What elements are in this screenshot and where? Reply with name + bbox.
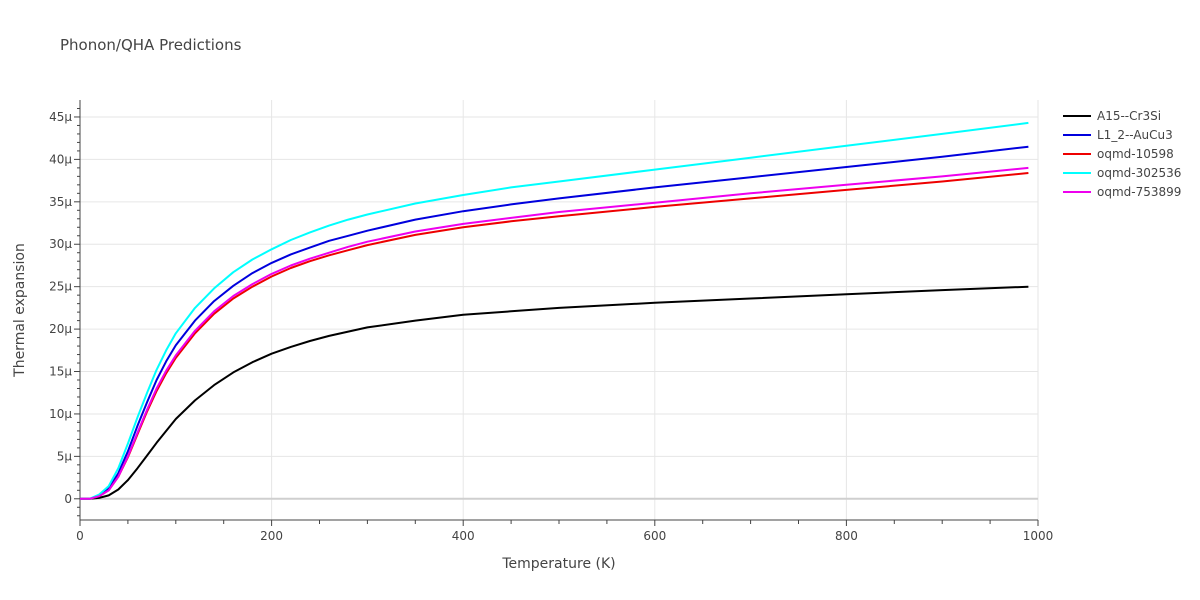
legend[interactable]: A15--Cr3Si L1_2--AuCu3 oqmd-10598 oqmd-3025…	[1063, 109, 1181, 199]
legend-label[interactable]: L1_2--AuCu3	[1097, 128, 1173, 142]
y-tick-label: 0	[64, 492, 72, 506]
y-tick-label: 5μ	[57, 449, 73, 463]
series-line-L1_2--AuCu3[interactable]	[80, 145, 1029, 500]
y-tick-label: 20μ	[49, 322, 72, 336]
y-tick-label: 30μ	[49, 237, 72, 251]
series-line-oqmd-753899[interactable]	[80, 166, 1029, 500]
x-tick-label: 0	[76, 529, 84, 543]
grid	[80, 100, 1039, 520]
legend-label[interactable]: A15--Cr3Si	[1097, 109, 1161, 123]
y-tick-label: 40μ	[49, 152, 72, 166]
y-tick-label: 35μ	[49, 195, 72, 209]
y-tick-label: 15μ	[49, 365, 72, 379]
y-tick-label: 45μ	[49, 110, 72, 124]
y-tick-label: 10μ	[49, 407, 72, 421]
series-line-oqmd-10598[interactable]	[80, 172, 1029, 500]
y-tick-label: 25μ	[49, 280, 72, 294]
x-tick-label: 400	[452, 529, 475, 543]
x-tick-label: 1000	[1023, 529, 1054, 543]
axes: 0 200 400 600 800 1000 0 5μ 10μ 15μ 20μ 25μ 30μ 35μ 40…	[49, 100, 1053, 543]
chart-title: Phonon/QHA Predictions	[60, 36, 242, 54]
plot-area[interactable]	[80, 121, 1029, 500]
series-line-A15--Cr3Si[interactable]	[80, 285, 1029, 500]
series-line-oqmd-302536[interactable]	[80, 121, 1029, 500]
y-axis-title: Thermal expansion	[12, 243, 28, 378]
legend-label[interactable]: oqmd-753899	[1097, 185, 1181, 199]
x-tick-label: 600	[643, 529, 666, 543]
x-axis-title: Temperature (K)	[501, 556, 615, 572]
x-tick-label: 800	[835, 529, 858, 543]
legend-label[interactable]: oqmd-302536	[1097, 166, 1181, 180]
x-tick-label: 200	[260, 529, 283, 543]
legend-label[interactable]: oqmd-10598	[1097, 147, 1174, 161]
